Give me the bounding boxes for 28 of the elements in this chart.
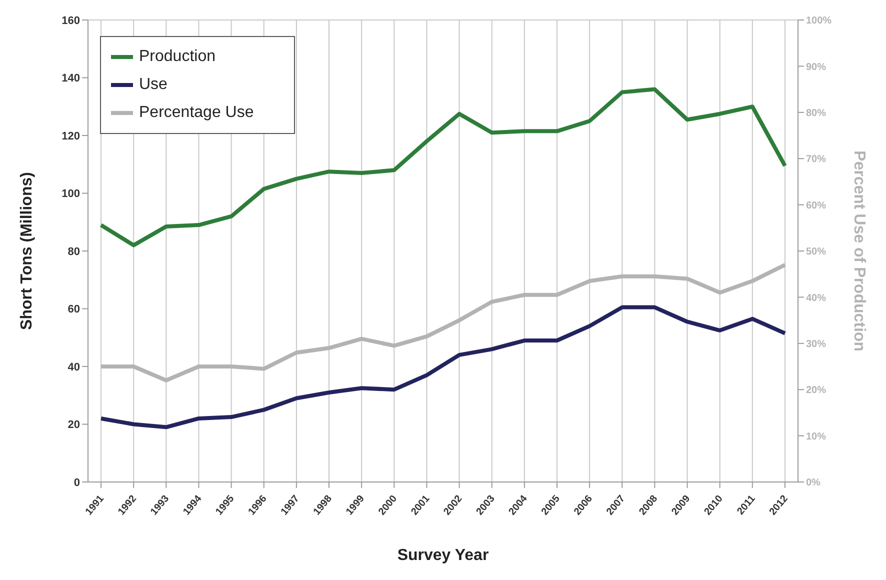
- y2-tick-label: 50%: [806, 246, 826, 258]
- y-tick-label: 160: [62, 14, 80, 27]
- legend-label: Use: [139, 75, 168, 95]
- y2-tick-label: 100%: [806, 16, 832, 27]
- y2-tick-label: 60%: [806, 200, 826, 212]
- y-axis-title: Short Tons (Millions): [18, 172, 36, 330]
- y-tick-label: 60: [68, 304, 80, 316]
- y2-tick-label: 0%: [806, 478, 821, 489]
- line-series: [99, 305, 787, 430]
- y-tick-label: 120: [62, 130, 80, 142]
- y2-tick-label: 90%: [806, 62, 826, 73]
- y2-tick-label: 10%: [806, 431, 826, 442]
- y-tick-label: 40: [68, 361, 80, 374]
- y-tick-label: 20: [68, 419, 80, 432]
- y2-tick-label: 40%: [806, 292, 826, 304]
- x-axis-title: Survey Year: [397, 547, 489, 564]
- legend-label: Production: [139, 47, 216, 67]
- line-series: [99, 262, 787, 382]
- y2-tick-label: 70%: [806, 154, 826, 166]
- y2-axis-title: Percent Use of Production: [850, 150, 868, 352]
- y2-tick-label: 80%: [806, 108, 826, 119]
- y2-tick-label: 30%: [806, 338, 826, 350]
- y-tick-label: 140: [62, 72, 80, 85]
- y-tick-label: 80: [68, 246, 80, 258]
- legend-label: Percentage Use: [139, 103, 254, 123]
- y-tick-label: 0: [74, 476, 80, 489]
- y2-tick-label: 20%: [806, 385, 826, 396]
- y-tick-label: 100: [62, 188, 80, 200]
